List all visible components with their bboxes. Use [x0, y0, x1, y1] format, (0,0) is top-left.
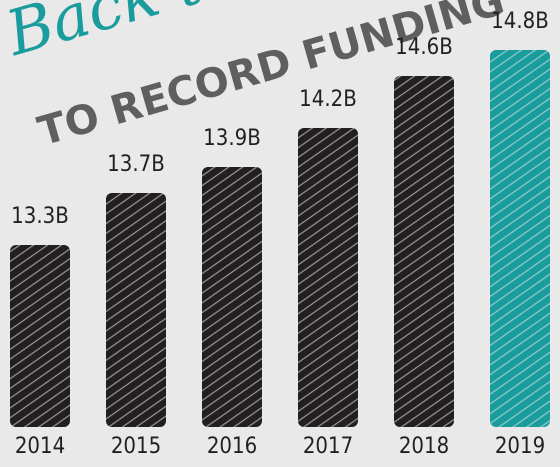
- bar-texture: [106, 193, 166, 427]
- value-label: 13.7B: [107, 152, 165, 177]
- value-label: 13.3B: [11, 204, 69, 229]
- page: Back to TO RECORD FUNDING 13.3B201413.7B…: [0, 0, 560, 467]
- x-tick-label: 2017: [303, 434, 353, 459]
- bar-texture: [394, 76, 454, 427]
- bar-texture: [490, 50, 550, 427]
- value-label: 13.9B: [203, 126, 261, 151]
- x-tick-label: 2016: [207, 434, 257, 459]
- x-tick-label: 2015: [111, 434, 161, 459]
- bar-texture: [202, 167, 262, 427]
- bar-texture: [10, 245, 70, 427]
- bar-texture: [298, 128, 358, 427]
- value-label: 14.8B: [491, 9, 549, 34]
- x-tick-label: 2018: [399, 434, 449, 459]
- x-tick-label: 2019: [495, 434, 545, 459]
- value-label: 14.6B: [395, 35, 453, 60]
- chart: Back to TO RECORD FUNDING 13.3B201413.7B…: [0, 0, 560, 467]
- value-label: 14.2B: [299, 87, 357, 112]
- x-tick-label: 2014: [15, 434, 65, 459]
